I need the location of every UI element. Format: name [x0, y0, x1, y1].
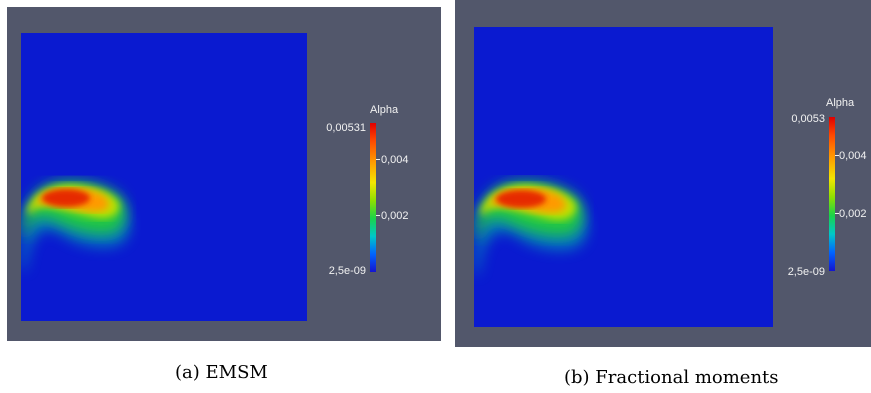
panel-a-colorbar-title: Alpha — [370, 104, 399, 116]
caption-a: (a) EMSM — [175, 362, 268, 383]
panel-b-field — [474, 27, 773, 327]
panel-b-plume — [474, 181, 588, 277]
panel-a-colorbar-min: 2,5e-09 — [328, 265, 366, 277]
panel-a-colorbar-tick-low: 0,002 — [381, 210, 409, 222]
panel-b-colorbar-min: 2,5e-09 — [787, 266, 825, 278]
panel-a-render: Alpha 0,00531 0,004 0,002 2,5e-09 — [7, 7, 441, 341]
panel-b-render: Alpha 0,0053 0,004 0,002 2,5e-09 — [455, 0, 871, 347]
panel-a-tick-high — [376, 159, 380, 160]
panel-b-colorbar-tick-high: 0,004 — [839, 150, 867, 162]
panel-b-colorbar-tick-low: 0,002 — [839, 208, 867, 220]
panel-b-colorbar — [829, 117, 835, 271]
panel-a-tick-low — [376, 215, 380, 216]
panel-b-tick-low — [835, 213, 839, 214]
panel-a-colorbar-tick-high: 0,004 — [381, 154, 409, 166]
panel-b-colorbar-max: 0,0053 — [791, 113, 825, 125]
panel-a-field — [21, 33, 307, 321]
panel-b-colorbar-title: Alpha — [826, 97, 855, 109]
panel-a-plume — [21, 181, 130, 273]
panel-b-tick-high — [835, 155, 839, 156]
caption-b: (b) Fractional moments — [564, 367, 779, 388]
panel-a-colorbar — [370, 123, 376, 272]
panel-a-colorbar-max: 0,00531 — [326, 122, 366, 134]
